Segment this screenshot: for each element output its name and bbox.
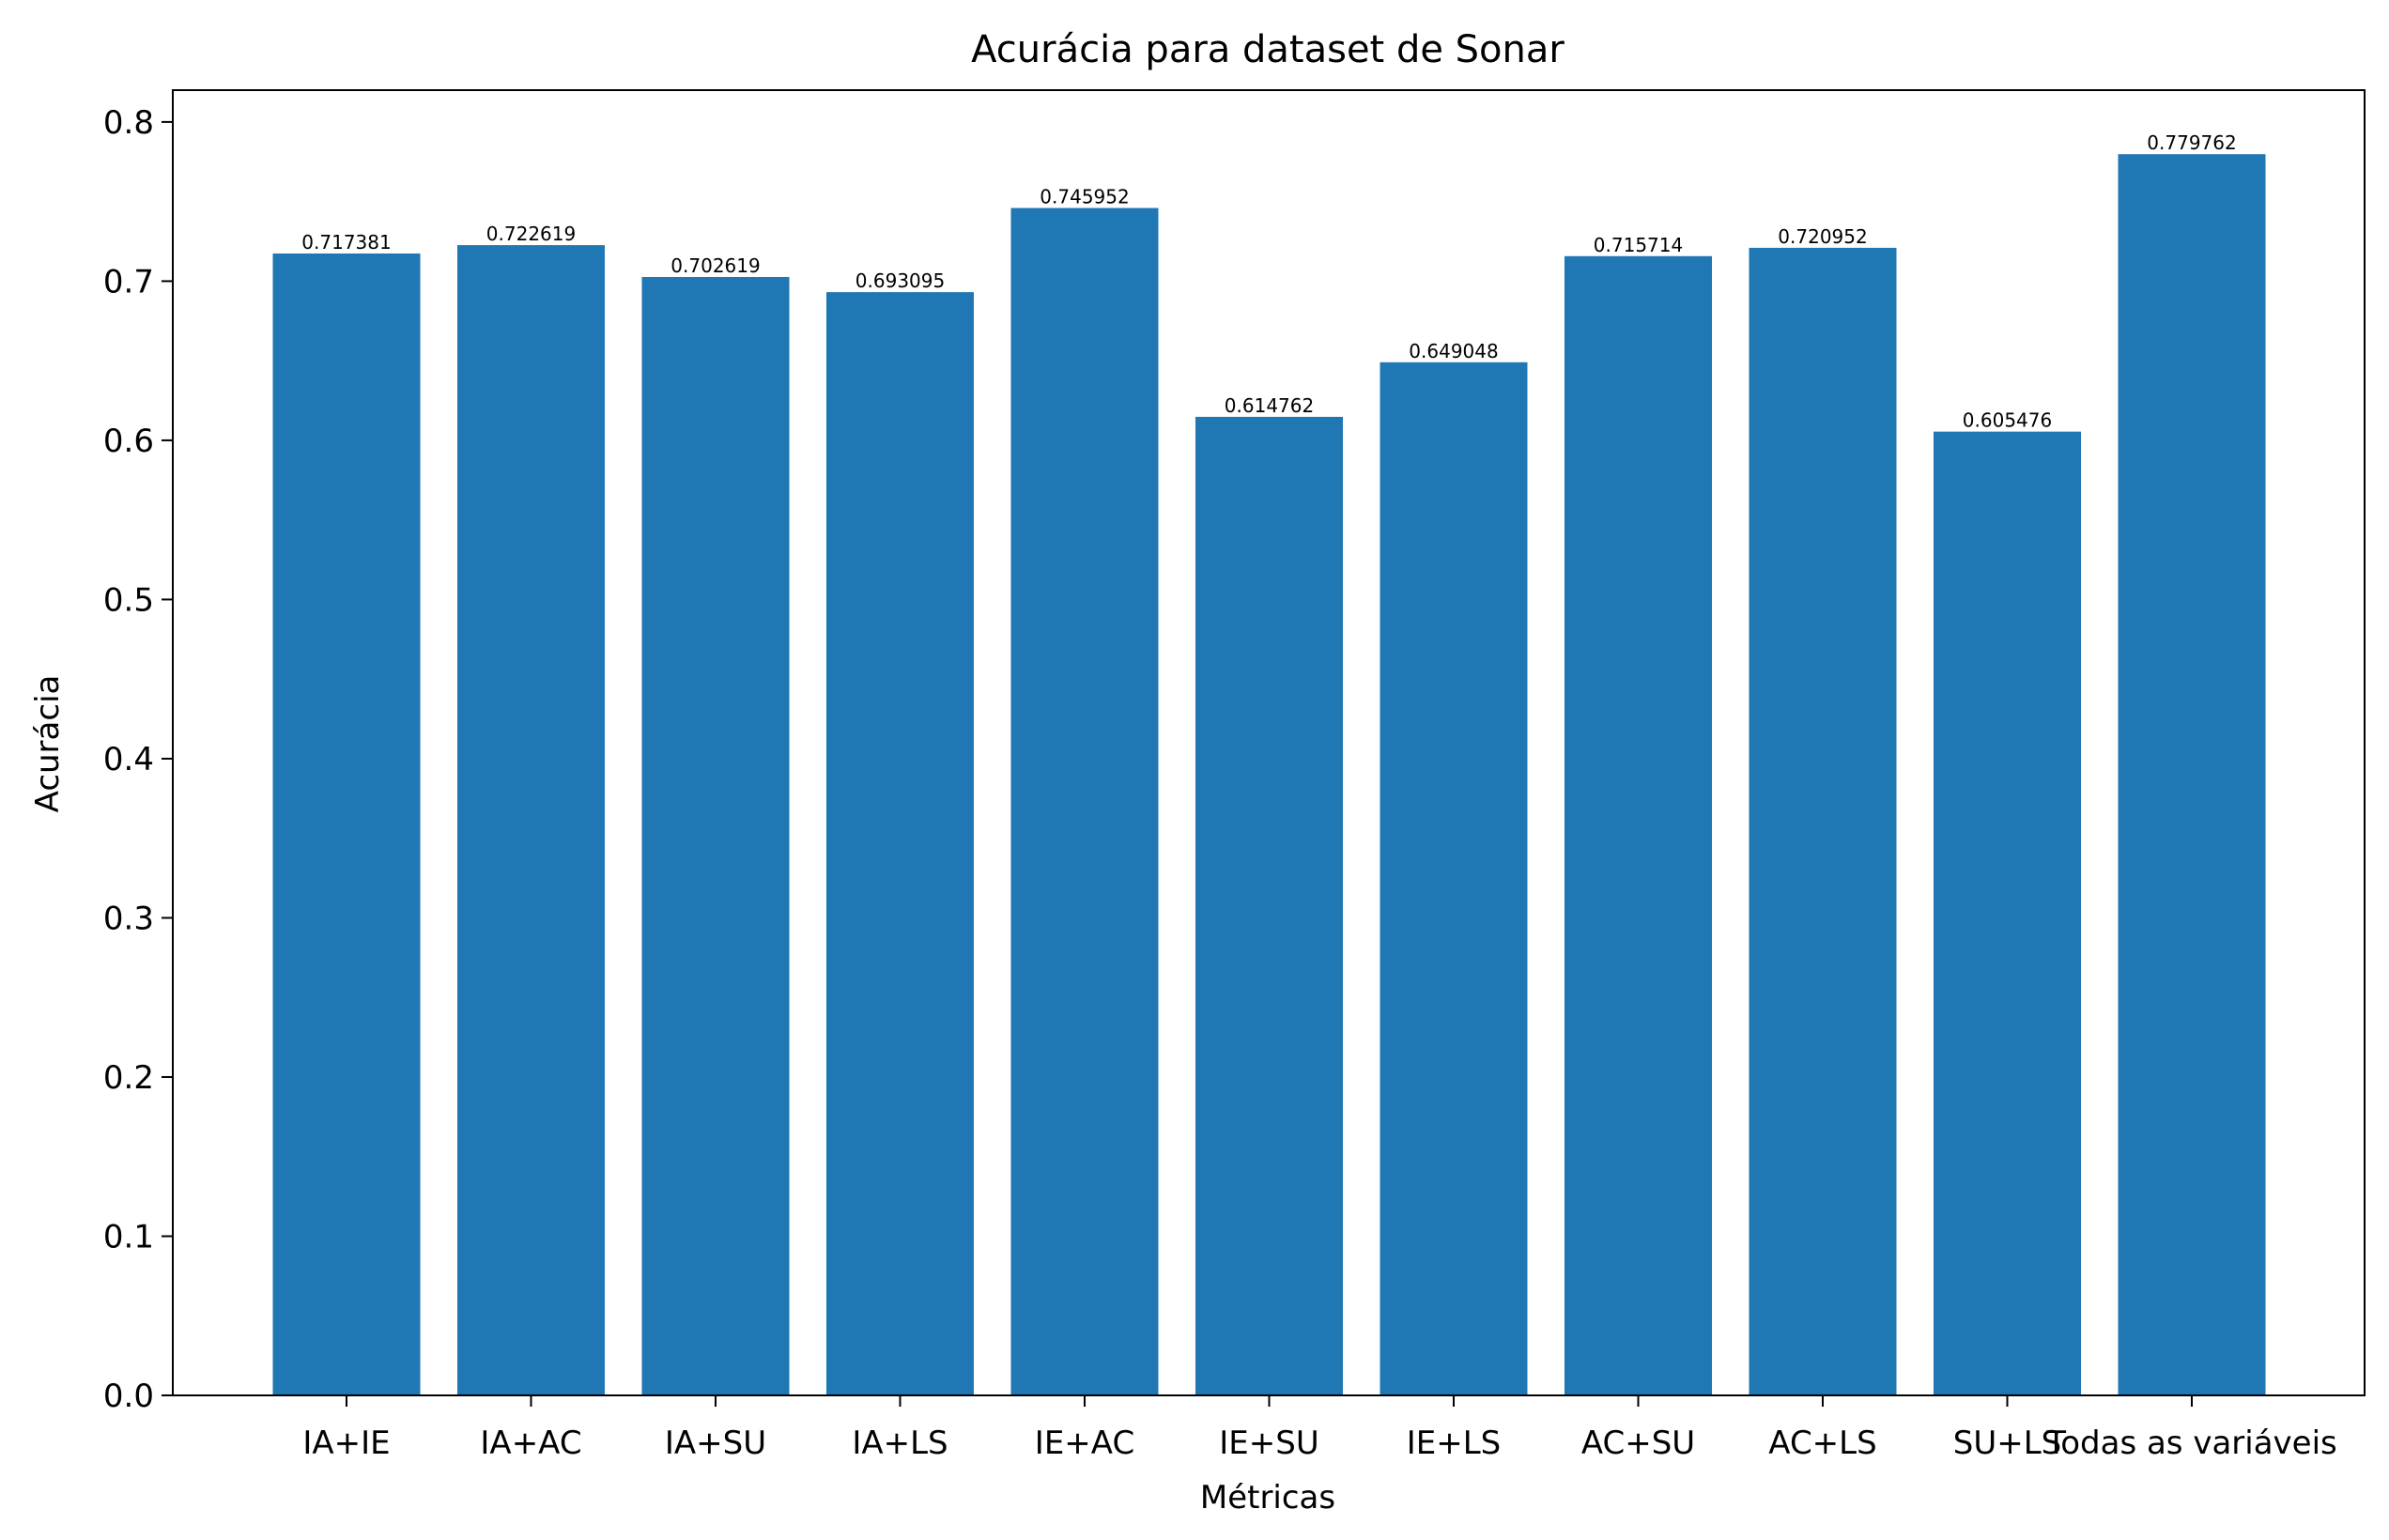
x-axis: IA+IE IA+AC IA+SU IA+LS IE+AC IE+SU IE+LS AC+SU… (302, 1395, 2337, 1462)
y-tick-label: 0.3 (103, 900, 154, 937)
y-tick-label: 0.7 (103, 263, 154, 300)
chart-title: Acurácia para dataset de Sonar (971, 28, 1564, 71)
x-tick-label: AC+LS (1768, 1424, 1876, 1462)
plot-area: 0.717381 0.722619 0.702619 0.693095 0.745952… (272, 131, 2266, 1396)
y-axis-label: Acurácia (29, 675, 67, 813)
bar-value-label: 0.715714 (1594, 234, 1683, 256)
y-tick-label: 0.4 (103, 741, 154, 778)
bar (1379, 362, 1528, 1396)
x-tick-label: IA+SU (665, 1424, 766, 1462)
x-tick-label: IA+AC (480, 1424, 581, 1462)
x-tick-label: IE+LS (1407, 1424, 1502, 1462)
x-tick-label: AC+SU (1581, 1424, 1695, 1462)
x-tick-label: IE+SU (1219, 1424, 1318, 1462)
bar-value-label: 0.722619 (486, 223, 576, 245)
y-axis: 0.0 0.1 0.2 0.3 0.4 0.5 0.6 0.7 0.8 (103, 104, 173, 1415)
bar (272, 253, 421, 1396)
bar-value-label: 0.605476 (1963, 409, 2052, 432)
bar-value-label: 0.693095 (855, 270, 945, 292)
bar-value-label: 0.717381 (301, 231, 391, 254)
bar (1934, 431, 2081, 1396)
bar (1010, 208, 1159, 1395)
bar-value-label: 0.779762 (2147, 131, 2236, 154)
bar (2118, 154, 2266, 1396)
x-tick-label: Todas as variáveis (2045, 1424, 2337, 1462)
y-tick-label: 0.1 (103, 1218, 154, 1255)
y-tick-label: 0.8 (103, 104, 154, 142)
bar (457, 245, 605, 1396)
bar (1195, 416, 1343, 1395)
y-tick-label: 0.0 (103, 1378, 154, 1415)
x-tick-label: SU+LS (1953, 1424, 2061, 1462)
bar-value-label: 0.649048 (1409, 340, 1498, 362)
bar-value-label: 0.745952 (1040, 186, 1129, 208)
y-tick-label: 0.5 (103, 581, 154, 619)
bar-value-label: 0.702619 (670, 254, 760, 277)
bar (826, 292, 974, 1396)
bar (1749, 247, 1897, 1395)
y-tick-label: 0.2 (103, 1059, 154, 1097)
bar (1564, 255, 1712, 1396)
bar (641, 276, 790, 1395)
bar-value-label: 0.720952 (1778, 225, 1867, 248)
x-axis-label: Métricas (1200, 1479, 1335, 1517)
bar-value-label: 0.614762 (1225, 394, 1314, 417)
x-tick-label: IE+AC (1035, 1424, 1134, 1462)
x-tick-label: IA+IE (302, 1424, 390, 1462)
y-tick-label: 0.6 (103, 423, 154, 460)
x-tick-label: IA+LS (852, 1424, 948, 1462)
